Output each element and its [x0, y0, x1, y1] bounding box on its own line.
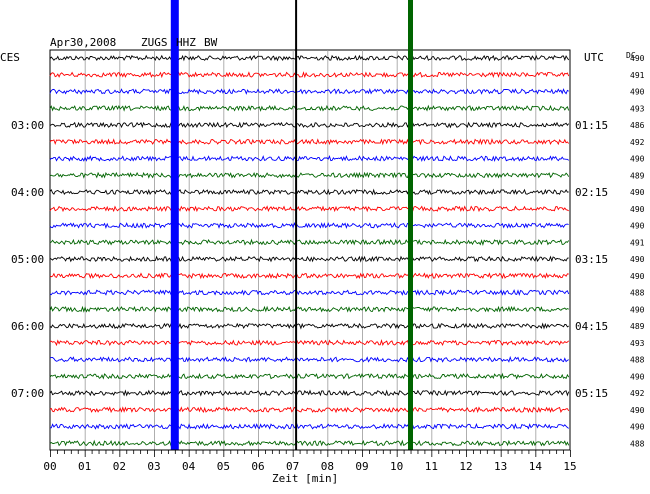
dc-value: 490: [630, 406, 645, 415]
dc-value: 488: [630, 439, 645, 448]
trace-11: [49, 222, 569, 230]
grid-lines: [49, 49, 571, 451]
x-axis-label: Zeit [min]: [272, 472, 338, 485]
x-tick-label: 06: [251, 460, 264, 473]
x-tick-label: 13: [494, 460, 507, 473]
trace-1: [49, 54, 570, 62]
trace-2: [49, 71, 570, 79]
right-timezone-label: UTC: [584, 51, 604, 64]
left-hour-label: 03:00: [11, 119, 44, 132]
trace-15: [49, 289, 570, 296]
event-marker-3: [408, 0, 413, 450]
dc-value: 489: [630, 171, 645, 180]
dc-value: 492: [630, 389, 645, 398]
dc-value: 486: [630, 121, 645, 130]
event-marker-1: [170, 0, 179, 450]
trace-5: [49, 121, 570, 129]
dc-value: 488: [630, 356, 645, 365]
dc-value: 493: [630, 104, 645, 113]
trace-20: [49, 372, 570, 380]
trace-7: [49, 155, 569, 162]
trace-12: [49, 238, 570, 246]
x-tick-label: 03: [147, 460, 160, 473]
right-hour-label: 03:15: [575, 253, 608, 266]
x-tick-label: 15: [563, 460, 576, 473]
right-hour-label: 05:15: [575, 387, 608, 400]
x-tick-label: 07: [286, 460, 299, 473]
trace-13: [49, 255, 569, 263]
x-tick-label: 09: [355, 460, 368, 473]
x-tick-label: 12: [459, 460, 472, 473]
left-hour-label: 04:00: [11, 186, 44, 199]
x-tick-label: 02: [113, 460, 126, 473]
left-hour-label: 05:00: [11, 253, 44, 266]
dc-value: 490: [630, 205, 645, 214]
dc-value: 491: [630, 71, 645, 80]
trace-9: [49, 188, 569, 196]
trace-24: [49, 439, 570, 447]
x-tick-label: 14: [529, 460, 543, 473]
right-hour-label: 02:15: [575, 186, 608, 199]
x-tick-label: 11: [425, 460, 438, 473]
event-marker-2: [295, 0, 298, 450]
dc-value: 490: [630, 54, 645, 63]
dc-value: 490: [630, 272, 645, 281]
trace-4: [49, 104, 570, 112]
x-tick-label: 04: [182, 460, 196, 473]
dc-value: 490: [630, 88, 645, 97]
x-tick-label: 10: [390, 460, 403, 473]
trace-21: [49, 389, 570, 397]
dc-value: 488: [630, 289, 645, 298]
trace-17: [49, 322, 569, 330]
dc-value: 489: [630, 322, 645, 331]
trace-23: [50, 423, 569, 430]
header-station: ZUGS: [141, 36, 168, 49]
dc-value: 490: [630, 188, 645, 197]
left-hour-label: 07:00: [11, 387, 44, 400]
dc-value: 490: [630, 423, 645, 432]
trace-19: [49, 355, 569, 363]
dc-value: 490: [630, 155, 645, 164]
dc-value: 492: [630, 138, 645, 147]
seismic-traces: [49, 54, 570, 447]
trace-3: [49, 87, 569, 95]
dc-value: 490: [630, 255, 645, 264]
dc-value: 493: [630, 339, 645, 348]
x-tick-label: 08: [321, 460, 334, 473]
dc-header-label: DC: [626, 51, 636, 60]
trace-14: [49, 272, 569, 280]
trace-22: [49, 406, 570, 414]
x-axis: 00 01 02 03 04 05 06 07 08 09 10 11 12 13 14 15: [43, 449, 577, 473]
event-markers: [170, 0, 413, 450]
left-timezone-label: CES: [0, 51, 20, 64]
dc-value: 490: [630, 372, 645, 381]
header-network: BW: [204, 36, 218, 49]
right-hour-label: 01:15: [575, 119, 608, 132]
dc-value: 491: [630, 238, 645, 247]
x-tick-label: 05: [217, 460, 230, 473]
dc-value: 490: [630, 305, 645, 314]
header-channel: HHZ: [176, 36, 196, 49]
header-date: Apr30,2008: [50, 36, 116, 49]
trace-6: [49, 138, 570, 146]
trace-18: [49, 339, 570, 347]
x-tick-label: 00: [43, 460, 56, 473]
x-tick-label: 01: [78, 460, 91, 473]
dc-value: 490: [630, 222, 645, 231]
trace-8: [49, 171, 570, 179]
trace-10: [49, 205, 569, 213]
right-hour-label: 04:15: [575, 320, 608, 333]
left-hour-label: 06:00: [11, 320, 44, 333]
trace-16: [49, 305, 569, 313]
labels: Apr30,2008 ZUGS HHZ BW CES UTC DC Zeit […: [0, 36, 645, 485]
